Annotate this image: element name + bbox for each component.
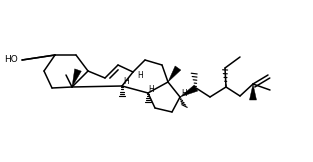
Text: H: H [123,77,129,87]
Polygon shape [72,69,81,87]
Text: H: H [181,88,187,98]
Polygon shape [180,85,198,97]
Text: H: H [148,85,154,93]
Text: HO: HO [4,54,18,64]
Polygon shape [168,66,181,82]
Text: H: H [137,70,143,80]
Polygon shape [249,84,256,100]
